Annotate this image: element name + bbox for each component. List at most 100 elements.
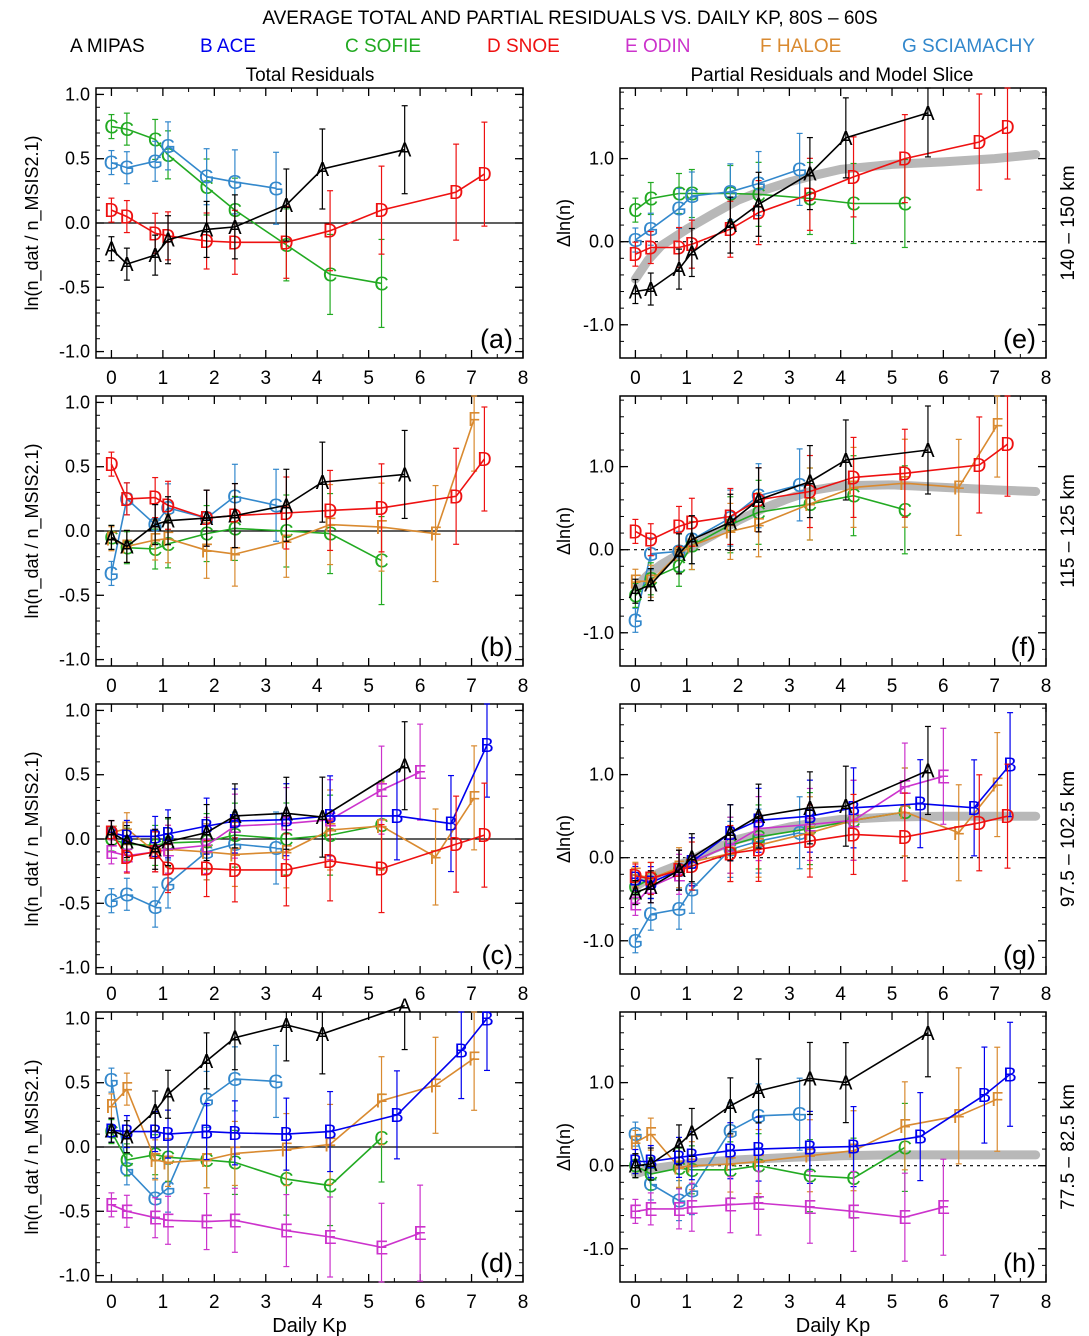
data-point-marker: D — [628, 866, 642, 888]
data-point-marker: A — [672, 1135, 686, 1157]
x-tick-label: 4 — [312, 1292, 323, 1313]
data-point-marker: B — [803, 1137, 816, 1159]
data-point-marker: F — [375, 1091, 387, 1113]
left-column-title: Total Residuals — [246, 65, 375, 86]
panel-label: (b) — [480, 632, 513, 662]
data-point-marker: C — [120, 1150, 134, 1172]
series-line — [635, 1202, 944, 1219]
data-point-marker: F — [149, 1150, 161, 1172]
x-tick-label: 4 — [312, 984, 323, 1005]
data-point-marker: C — [628, 200, 642, 222]
data-point-marker: D — [846, 167, 860, 189]
series-line — [634, 775, 944, 904]
data-point-marker: G — [792, 159, 808, 181]
data-point-marker: G — [199, 1089, 215, 1111]
x-tick-label: 6 — [938, 676, 949, 697]
data-point-marker: E — [937, 1197, 950, 1219]
data-point-marker: D — [972, 813, 986, 835]
y-tick-label: 1.0 — [589, 457, 614, 477]
data-point-marker: A — [724, 512, 738, 534]
data-point-marker: C — [323, 1176, 337, 1198]
x-tick-label: 5 — [887, 676, 898, 697]
data-point-marker: B — [228, 1123, 241, 1145]
data-point-marker: E — [803, 1197, 816, 1219]
data-point-marker: A — [921, 440, 935, 462]
series-line — [634, 168, 800, 241]
x-axis-label: Daily Kp — [272, 1315, 346, 1336]
data-point-marker: E — [644, 1199, 657, 1221]
data-point-marker: A — [200, 1051, 214, 1073]
y-tick-label: 0.5 — [65, 149, 90, 169]
data-point-marker: A — [228, 1028, 242, 1050]
data-point-marker: A — [839, 450, 853, 472]
data-point-marker: G — [268, 495, 284, 517]
x-tick-label: 1 — [681, 676, 692, 697]
panel-f: 012345678-1.00.01.0GGGGGGGCCCCCCCCCFFFFF… — [554, 395, 1079, 697]
legend-entry-haloe: F HALOE — [760, 36, 841, 57]
data-point-marker: E — [672, 1199, 685, 1221]
data-point-marker: F — [429, 1075, 441, 1097]
series-line — [110, 495, 277, 574]
data-point-marker: E — [752, 1193, 765, 1215]
x-tick-label: 3 — [784, 368, 795, 389]
altitude-label: 115 – 125 km — [1058, 474, 1079, 588]
x-tick-label: 2 — [733, 368, 744, 389]
model-slice-line — [630, 1150, 1041, 1179]
data-point-marker: B — [280, 1124, 293, 1146]
data-point-marker: C — [644, 188, 658, 210]
y-tick-label: -1.0 — [583, 931, 614, 951]
data-point-marker: A — [629, 581, 643, 603]
x-tick-label: 4 — [312, 676, 323, 697]
data-point-marker: A — [148, 839, 162, 861]
y-axis-label: Δln(n) — [554, 1123, 574, 1171]
data-point-marker: A — [148, 1101, 162, 1123]
x-tick-label: 8 — [518, 368, 529, 389]
data-point-marker: D — [628, 244, 642, 266]
x-tick-label: 5 — [363, 1292, 374, 1313]
data-point-marker: D — [477, 164, 491, 186]
data-point-marker: A — [120, 254, 134, 276]
data-point-marker: E — [105, 1195, 118, 1217]
data-point-marker: E — [375, 780, 388, 802]
data-point-marker: E — [413, 1223, 426, 1245]
x-tick-label: 8 — [1041, 1292, 1052, 1313]
x-tick-label: 3 — [260, 984, 271, 1005]
x-tick-label: 2 — [733, 984, 744, 1005]
x-tick-label: 8 — [1041, 368, 1052, 389]
data-point-marker: D — [449, 182, 463, 204]
data-point-marker: A — [200, 823, 214, 845]
data-point-marker: G — [227, 1069, 243, 1091]
panel-g: 012345678-1.00.01.0GGGGGGGCCCCCCCCCFFFFF… — [554, 703, 1079, 1005]
data-point-marker: A — [120, 1127, 134, 1149]
data-point-marker: F — [105, 1096, 117, 1118]
x-tick-label: 3 — [260, 1292, 271, 1313]
x-tick-label: 6 — [415, 984, 426, 1005]
series-line — [111, 1004, 405, 1138]
data-point-marker: E — [148, 1208, 161, 1230]
data-point-marker: F — [200, 1150, 212, 1172]
data-point-marker: A — [803, 1068, 817, 1090]
x-tick-label: 8 — [1041, 984, 1052, 1005]
panel-label: (a) — [480, 324, 513, 354]
data-point-marker: A — [316, 159, 330, 181]
series-line — [110, 473, 405, 548]
data-point-marker: E — [200, 1212, 213, 1234]
data-point-marker: A — [921, 760, 935, 782]
altitude-label: 140 – 150 km — [1058, 165, 1079, 280]
data-point-marker: D — [228, 860, 242, 882]
data-point-marker: A — [398, 464, 412, 486]
x-tick-label: 6 — [938, 1292, 949, 1313]
y-axis-label: Δln(n) — [554, 507, 574, 555]
